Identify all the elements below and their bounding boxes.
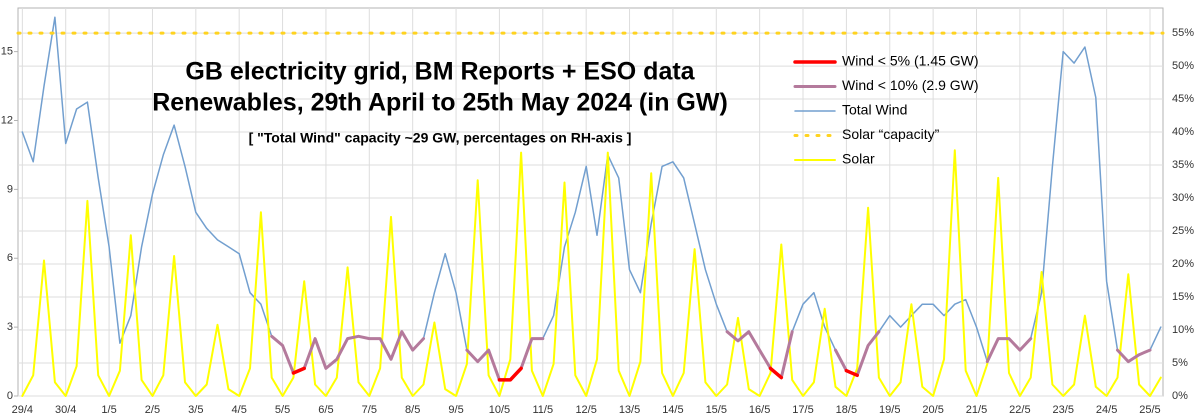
x-tick-label: 14/5 — [662, 404, 683, 416]
series-line — [21, 16, 1162, 381]
x-tick-label: 7/5 — [362, 404, 377, 416]
x-tick-label: 24/5 — [1096, 404, 1117, 416]
y2-tick-label: 35% — [1172, 159, 1194, 171]
y-tick-label: 3 — [7, 321, 13, 333]
annotation: [ "Total Wind" capacity ~29 GW, percenta… — [249, 130, 632, 146]
y2-tick-label: 15% — [1172, 291, 1194, 303]
y2-tick-label: 55% — [1172, 27, 1194, 39]
x-tick-label: 30/4 — [55, 404, 76, 416]
grid — [18, 8, 1163, 397]
x-tick-label: 22/5 — [1009, 404, 1030, 416]
x-tick-label: 15/5 — [706, 404, 727, 416]
x-tick-label: 2/5 — [145, 404, 160, 416]
series-line — [291, 366, 859, 382]
y-tick-label: 9 — [7, 183, 13, 195]
x-tick-label: 10/5 — [489, 404, 510, 416]
x-tick-label: 17/5 — [792, 404, 813, 416]
y2-tick-label: 20% — [1172, 258, 1194, 270]
x-tick-label: 6/5 — [318, 404, 333, 416]
y2-tick-label: 45% — [1172, 93, 1194, 105]
y-tick-label: 15 — [1, 46, 13, 58]
chart-title: GB electricity grid, BM Reports + ESO da… — [185, 58, 695, 86]
y2-tick-label: 5% — [1172, 357, 1188, 369]
x-tick-label: 8/5 — [405, 404, 420, 416]
y2-tick-label: 0% — [1172, 390, 1188, 402]
x-tick-label: 23/5 — [1053, 404, 1074, 416]
legend-label: Wind < 10% (2.9 GW) — [842, 77, 979, 93]
x-tick-label: 5/5 — [275, 404, 290, 416]
y-tick-label: 12 — [1, 114, 13, 126]
x-tick-label: 29/4 — [12, 404, 33, 416]
legend-label: Solar “capacity” — [842, 126, 940, 142]
legend-label: Solar — [842, 151, 875, 167]
series-line — [21, 149, 1162, 397]
x-tick-label: 1/5 — [101, 404, 116, 416]
marks — [16, 16, 1165, 397]
legend-label: Total Wind — [842, 102, 907, 118]
y2-tick-label: 25% — [1172, 225, 1194, 237]
x-tick-label: 11/5 — [532, 404, 553, 416]
y-tick-label: 0 — [7, 390, 13, 402]
y-tick-label: 6 — [7, 252, 13, 264]
x-tick-label: 21/5 — [966, 404, 987, 416]
y2-tick-label: 50% — [1172, 60, 1194, 72]
x-tick-label: 9/5 — [448, 404, 463, 416]
x-tick-label: 20/5 — [922, 404, 943, 416]
legend: Wind < 5% (1.45 GW) Wind < 10% (2.9 GW) To… — [793, 53, 979, 167]
y2-tick-label: 40% — [1172, 126, 1194, 138]
legend-label: Wind < 5% (1.45 GW) — [842, 53, 979, 69]
x-tick-label: 12/5 — [575, 404, 596, 416]
x-tick-label: 19/5 — [879, 404, 900, 416]
y2-tick-label: 10% — [1172, 324, 1194, 336]
x-tick-label: 25/5 — [1139, 404, 1160, 416]
y2-tick-label: 30% — [1172, 192, 1194, 204]
plot-area — [17, 7, 1164, 397]
x-tick-label: 3/5 — [188, 404, 203, 416]
chart-subtitle: Renewables, 29th April to 25th May 2024 … — [152, 89, 728, 117]
x-tick-label: 4/5 — [232, 404, 247, 416]
x-tick-label: 18/5 — [836, 404, 857, 416]
x-tick-label: 16/5 — [749, 404, 770, 416]
x-tick-label: 13/5 — [619, 404, 640, 416]
